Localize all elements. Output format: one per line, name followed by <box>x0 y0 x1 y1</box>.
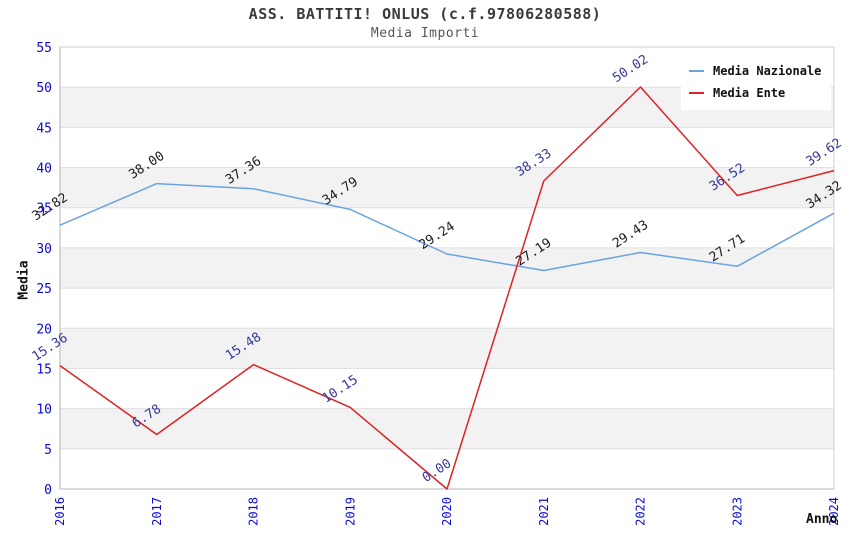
y-tick-label: 40 <box>36 162 52 177</box>
grid-band <box>60 448 834 489</box>
y-tick-label: 10 <box>36 403 52 418</box>
legend-label: Media Ente <box>713 86 786 100</box>
x-tick-label: 2016 <box>53 497 67 526</box>
x-tick-label: 2019 <box>343 497 357 526</box>
legend-label: Media Nazionale <box>713 64 822 78</box>
legend-item-media-nazionale: Media Nazionale <box>689 60 821 82</box>
y-axis-title: Media <box>16 260 32 300</box>
x-tick-label: 2021 <box>537 497 551 526</box>
grid-band <box>60 408 834 449</box>
x-tick-label: 2024 <box>827 497 841 526</box>
grid-band <box>60 328 834 369</box>
y-tick-label: 50 <box>36 81 52 96</box>
legend-line-swatch-icon <box>689 70 704 72</box>
legend-item-media-ente: Media Ente <box>689 82 821 104</box>
grid-band <box>60 207 834 248</box>
grid-band <box>60 368 834 409</box>
grid-band <box>60 288 834 329</box>
y-tick-label: 25 <box>36 282 52 297</box>
y-tick-label: 30 <box>36 242 52 257</box>
x-axis-title: Anno <box>806 512 838 527</box>
x-tick-label: 2018 <box>247 497 261 526</box>
y-tick-label: 20 <box>36 322 52 337</box>
x-tick-label: 2023 <box>730 497 744 526</box>
x-tick-label: 2022 <box>634 497 648 526</box>
y-tick-label: 45 <box>36 121 52 136</box>
series-line-media-ente <box>59 86 835 490</box>
x-tick-label: 2020 <box>440 497 454 526</box>
legend: Media Nazionale Media Ente <box>681 55 832 110</box>
y-tick-label: 35 <box>36 202 52 217</box>
grid-band <box>60 127 834 168</box>
y-tick-label: 55 <box>36 41 52 56</box>
chart-subtitle: Media Importi <box>370 26 480 41</box>
x-tick-label: 2017 <box>150 497 164 526</box>
grid-band <box>60 167 834 208</box>
chart-title: ASS. BATTITI! ONLUS (c.f.97806280588) <box>248 5 602 23</box>
legend-line-swatch-icon <box>689 92 704 94</box>
series-line-media-nazionale <box>59 182 835 272</box>
y-tick-label: 5 <box>44 443 52 458</box>
y-tick-label: 15 <box>36 362 52 377</box>
y-tick-label: 0 <box>44 483 52 498</box>
